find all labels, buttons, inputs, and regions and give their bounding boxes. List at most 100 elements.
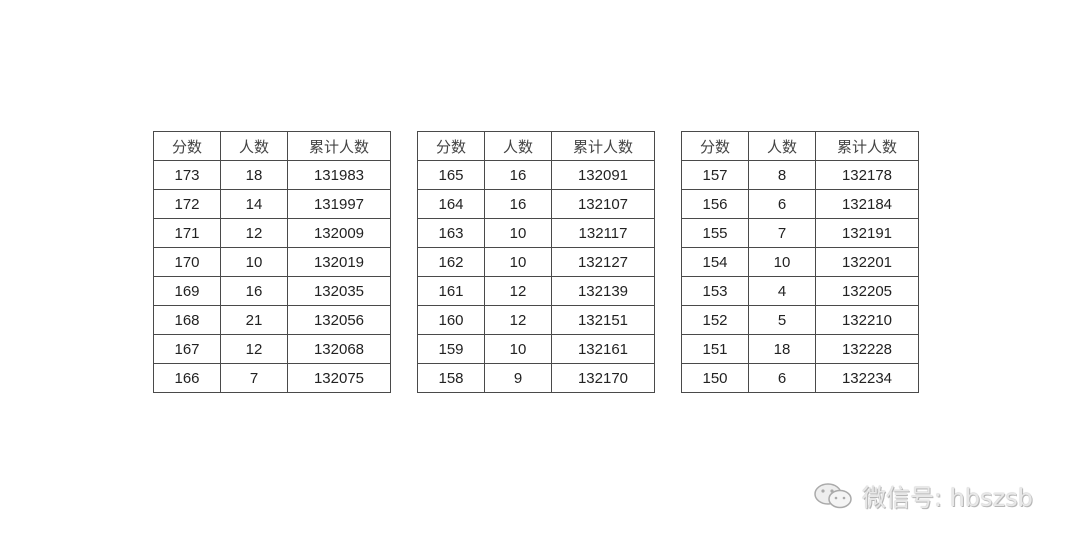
score-cell: 169 xyxy=(153,276,221,306)
table-row: 160 12 132151 xyxy=(417,305,655,335)
count-cell: 6 xyxy=(748,363,816,393)
count-cell: 7 xyxy=(220,363,288,393)
count-cell: 10 xyxy=(220,247,288,277)
score-cell: 163 xyxy=(417,218,485,248)
count-cell: 21 xyxy=(220,305,288,335)
count-cell: 18 xyxy=(220,160,288,190)
score-cell: 157 xyxy=(681,160,749,190)
cumulative-cell: 132019 xyxy=(287,247,391,277)
cumulative-cell: 132184 xyxy=(815,189,919,219)
wechat-icon xyxy=(814,482,852,508)
cumulative-cell: 132139 xyxy=(551,276,655,306)
score-cell: 158 xyxy=(417,363,485,393)
score-table-2: 分数 人数 累计人数 165 16 132091 164 16 132107 163 10 13211… xyxy=(417,131,655,393)
count-cell: 5 xyxy=(748,305,816,335)
column-header: 分数 xyxy=(417,131,485,161)
column-header: 人数 xyxy=(220,131,288,161)
cumulative-cell: 132210 xyxy=(815,305,919,335)
count-cell: 7 xyxy=(748,218,816,248)
cumulative-cell: 132228 xyxy=(815,334,919,364)
score-cell: 154 xyxy=(681,247,749,277)
column-header: 累计人数 xyxy=(815,131,919,161)
table-row: 167 12 132068 xyxy=(153,334,391,364)
score-cell: 161 xyxy=(417,276,485,306)
table-row: 171 12 132009 xyxy=(153,218,391,248)
cumulative-cell: 132178 xyxy=(815,160,919,190)
table-row: 156 6 132184 xyxy=(681,189,919,219)
score-cell: 173 xyxy=(153,160,221,190)
cumulative-cell: 132107 xyxy=(551,189,655,219)
table-row: 154 10 132201 xyxy=(681,247,919,277)
cumulative-cell: 132091 xyxy=(551,160,655,190)
table-row: 163 10 132117 xyxy=(417,218,655,248)
table-row: 173 18 131983 xyxy=(153,160,391,190)
score-cell: 159 xyxy=(417,334,485,364)
header-row: 分数 人数 累计人数 xyxy=(681,131,919,161)
cumulative-cell: 132117 xyxy=(551,218,655,248)
score-cell: 150 xyxy=(681,363,749,393)
count-cell: 10 xyxy=(484,334,552,364)
count-cell: 12 xyxy=(220,334,288,364)
table-row: 172 14 131997 xyxy=(153,189,391,219)
score-cell: 156 xyxy=(681,189,749,219)
score-cell: 162 xyxy=(417,247,485,277)
table-row: 161 12 132139 xyxy=(417,276,655,306)
table-row: 150 6 132234 xyxy=(681,363,919,393)
cumulative-cell: 132056 xyxy=(287,305,391,335)
score-cell: 170 xyxy=(153,247,221,277)
score-cell: 166 xyxy=(153,363,221,393)
count-cell: 18 xyxy=(748,334,816,364)
count-cell: 16 xyxy=(484,160,552,190)
score-cell: 172 xyxy=(153,189,221,219)
score-cell: 152 xyxy=(681,305,749,335)
count-cell: 6 xyxy=(748,189,816,219)
count-cell: 8 xyxy=(748,160,816,190)
column-header: 分数 xyxy=(681,131,749,161)
score-table-1: 分数 人数 累计人数 173 18 131983 172 14 131997 171 12 13200… xyxy=(153,131,391,393)
count-cell: 10 xyxy=(484,218,552,248)
cumulative-cell: 132170 xyxy=(551,363,655,393)
count-cell: 12 xyxy=(484,276,552,306)
cumulative-cell: 132161 xyxy=(551,334,655,364)
cumulative-cell: 131997 xyxy=(287,189,391,219)
count-cell: 16 xyxy=(220,276,288,306)
score-cell: 165 xyxy=(417,160,485,190)
count-cell: 16 xyxy=(484,189,552,219)
score-cell: 167 xyxy=(153,334,221,364)
cumulative-cell: 132191 xyxy=(815,218,919,248)
score-cell: 171 xyxy=(153,218,221,248)
column-header: 人数 xyxy=(484,131,552,161)
count-cell: 4 xyxy=(748,276,816,306)
table-row: 166 7 132075 xyxy=(153,363,391,393)
score-table-3: 分数 人数 累计人数 157 8 132178 156 6 132184 155 7 132191 15… xyxy=(681,131,919,393)
cumulative-cell: 132127 xyxy=(551,247,655,277)
table-row: 151 18 132228 xyxy=(681,334,919,364)
cumulative-cell: 132035 xyxy=(287,276,391,306)
score-cell: 160 xyxy=(417,305,485,335)
table-row: 157 8 132178 xyxy=(681,160,919,190)
column-header: 累计人数 xyxy=(287,131,391,161)
score-cell: 164 xyxy=(417,189,485,219)
cumulative-cell: 132234 xyxy=(815,363,919,393)
count-cell: 10 xyxy=(484,247,552,277)
table-row: 162 10 132127 xyxy=(417,247,655,277)
cumulative-cell: 132068 xyxy=(287,334,391,364)
count-cell: 12 xyxy=(220,218,288,248)
score-cell: 151 xyxy=(681,334,749,364)
table-row: 158 9 132170 xyxy=(417,363,655,393)
cumulative-cell: 132151 xyxy=(551,305,655,335)
cumulative-cell: 131983 xyxy=(287,160,391,190)
watermark-text: 微信号: hbszsb xyxy=(862,484,1033,512)
table-row: 159 10 132161 xyxy=(417,334,655,364)
table-row: 168 21 132056 xyxy=(153,305,391,335)
table-row: 169 16 132035 xyxy=(153,276,391,306)
cumulative-cell: 132201 xyxy=(815,247,919,277)
header-row: 分数 人数 累计人数 xyxy=(153,131,391,161)
table-row: 153 4 132205 xyxy=(681,276,919,306)
column-header: 人数 xyxy=(748,131,816,161)
table-row: 155 7 132191 xyxy=(681,218,919,248)
header-row: 分数 人数 累计人数 xyxy=(417,131,655,161)
column-header: 分数 xyxy=(153,131,221,161)
table-row: 165 16 132091 xyxy=(417,160,655,190)
score-cell: 155 xyxy=(681,218,749,248)
